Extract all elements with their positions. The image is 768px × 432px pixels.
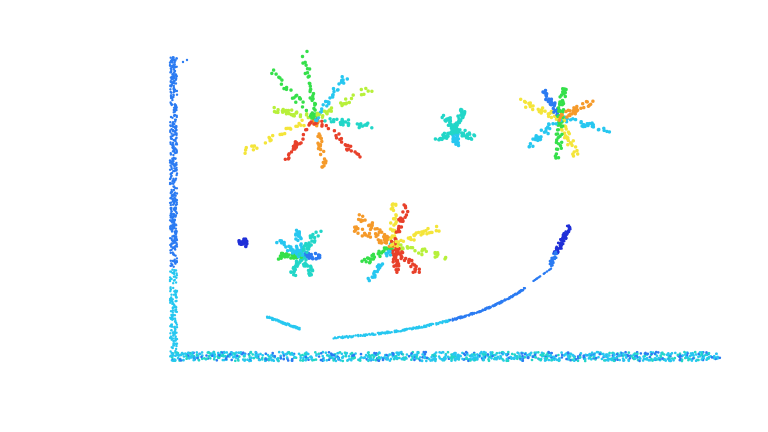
curved-pipe [265,224,572,340]
ground-plane [170,350,722,363]
small-blob [237,237,249,249]
plant-top-right [519,87,612,160]
plant-bottom-left [275,228,323,278]
back-wall [168,56,189,358]
plant-top-center [433,107,477,148]
plant-top-left [243,49,374,169]
plant-bottom-center [352,202,448,283]
plants-group [243,49,612,283]
